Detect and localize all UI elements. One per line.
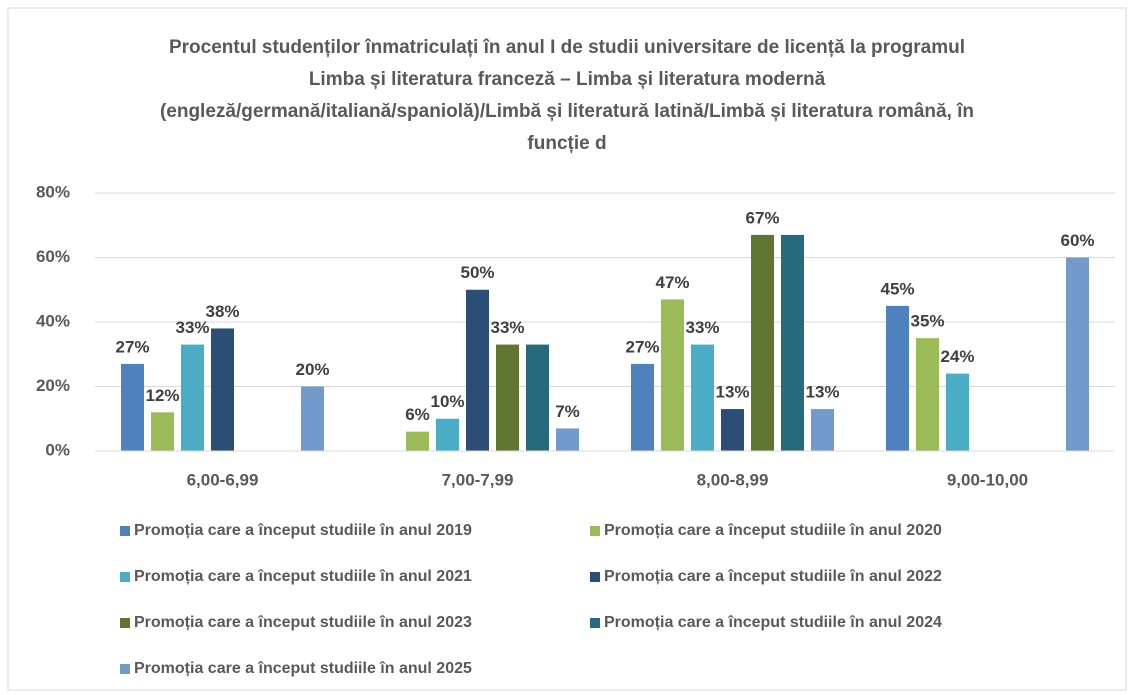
x-tick-label: 7,00-7,99	[442, 470, 514, 489]
data-label: 67%	[745, 208, 779, 227]
data-label: 38%	[205, 302, 239, 321]
bar	[916, 338, 939, 451]
data-label: 24%	[940, 347, 974, 366]
data-label: 45%	[880, 279, 914, 298]
data-label: 12%	[145, 386, 179, 405]
legend-label: Promoția care a început studiile în anul…	[134, 614, 472, 631]
data-label: 47%	[655, 273, 689, 292]
y-tick-label: 60%	[36, 247, 70, 266]
bar	[811, 409, 834, 451]
data-label: 50%	[460, 263, 494, 282]
bar	[211, 328, 234, 451]
legend-swatch	[590, 572, 600, 582]
bar	[781, 234, 804, 451]
legend-label: Promoția care a început studiile în anul…	[604, 568, 942, 585]
bar	[1066, 257, 1089, 451]
legend-swatch	[120, 618, 130, 628]
data-label: 13%	[805, 383, 839, 402]
bar	[556, 428, 579, 451]
bar	[301, 386, 324, 451]
chart-border	[7, 7, 1127, 691]
legend-swatch	[120, 664, 130, 674]
data-label: 20%	[295, 360, 329, 379]
bar	[121, 363, 144, 451]
legend-label: Promoția care a început studiile în anul…	[604, 522, 942, 539]
legend-swatch	[120, 572, 130, 582]
bar	[436, 418, 459, 451]
legend-swatch	[590, 618, 600, 628]
bar	[181, 344, 204, 451]
y-tick-label: 40%	[36, 311, 70, 330]
legend-label: Promoția care a început studiile în anul…	[134, 522, 472, 539]
chart-title: Procentul studenților înmatriculați în a…	[159, 37, 975, 154]
y-tick-label: 80%	[36, 182, 70, 201]
y-tick-label: 0%	[45, 440, 70, 459]
legend-swatch	[120, 526, 130, 536]
legend-label: Promoția care a început studiile în anul…	[134, 660, 472, 677]
x-tick-label: 9,00-10,00	[947, 470, 1028, 489]
data-label: 27%	[115, 337, 149, 356]
bar	[886, 305, 909, 451]
data-label: 33%	[490, 318, 524, 337]
bar	[691, 344, 714, 451]
data-label: 35%	[910, 312, 944, 331]
x-tick-label: 8,00-8,99	[697, 470, 769, 489]
data-label: 13%	[715, 383, 749, 402]
bar	[466, 289, 489, 451]
data-label: 33%	[685, 318, 719, 337]
bar	[151, 412, 174, 451]
bar	[631, 363, 654, 451]
bar	[526, 344, 549, 451]
data-label: 27%	[625, 337, 659, 356]
data-label: 7%	[555, 402, 580, 421]
legend-label: Promoția care a început studiile în anul…	[604, 614, 942, 631]
bar	[496, 344, 519, 451]
bar	[946, 373, 969, 451]
bar	[661, 299, 684, 451]
data-label: 10%	[430, 392, 464, 411]
y-tick-label: 20%	[36, 376, 70, 395]
data-label: 6%	[405, 405, 430, 424]
bar	[406, 431, 429, 451]
legend-swatch	[590, 526, 600, 536]
data-label: 60%	[1060, 231, 1094, 250]
data-label: 33%	[175, 318, 209, 337]
x-tick-label: 6,00-6,99	[187, 470, 259, 489]
bar	[751, 234, 774, 451]
legend-label: Promoția care a început studiile în anul…	[134, 568, 472, 585]
bar	[721, 409, 744, 451]
